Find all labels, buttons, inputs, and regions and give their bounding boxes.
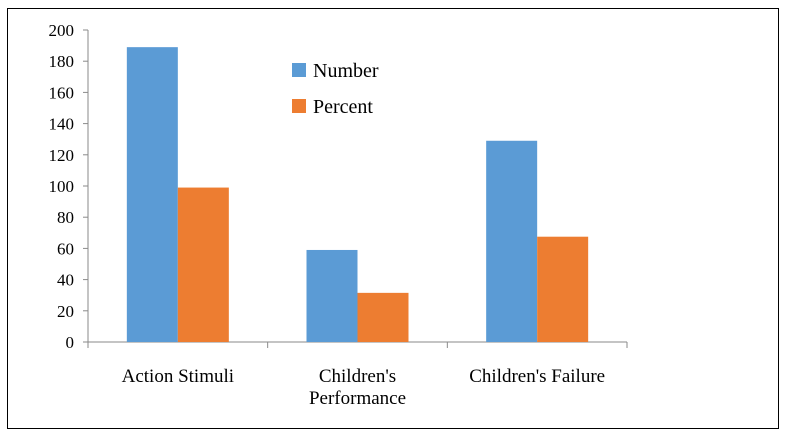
x-category-label: Action Stimuli — [122, 366, 234, 387]
y-tick-label: 140 — [49, 115, 75, 134]
bar-number-1 — [306, 249, 358, 342]
bars-group — [126, 47, 589, 342]
y-tick-label: 60 — [57, 239, 74, 258]
legend-label-number: Number — [313, 60, 379, 82]
legend-swatch-number — [292, 63, 306, 77]
y-tick-label: 0 — [66, 333, 75, 352]
bar-number-0 — [126, 47, 178, 342]
y-tick-label: 200 — [49, 21, 75, 40]
bar-percent-2 — [537, 236, 589, 342]
y-tick-label: 120 — [49, 146, 75, 165]
x-axis-ticks — [87, 342, 628, 348]
bar-percent-0 — [177, 187, 229, 342]
y-tick-label: 80 — [57, 208, 74, 227]
legend-label-percent: Percent — [313, 96, 373, 118]
y-tick-label: 100 — [49, 177, 75, 196]
y-tick-label: 40 — [57, 271, 74, 290]
bar-percent-1 — [357, 292, 409, 342]
bar-number-2 — [486, 140, 538, 342]
legend-swatch-percent — [292, 99, 306, 113]
y-tick-label: 180 — [49, 52, 75, 71]
x-category-label: Children's Failure — [469, 366, 605, 387]
legend: Number Percent — [292, 60, 379, 118]
y-axis-ticks: 0 20 40 60 80 100 120 140 160 180 200 — [49, 21, 88, 352]
y-tick-label: 20 — [57, 302, 74, 321]
x-category-label: Performance — [309, 388, 406, 409]
x-category-label: Children's — [319, 366, 396, 387]
y-tick-label: 160 — [49, 83, 75, 102]
